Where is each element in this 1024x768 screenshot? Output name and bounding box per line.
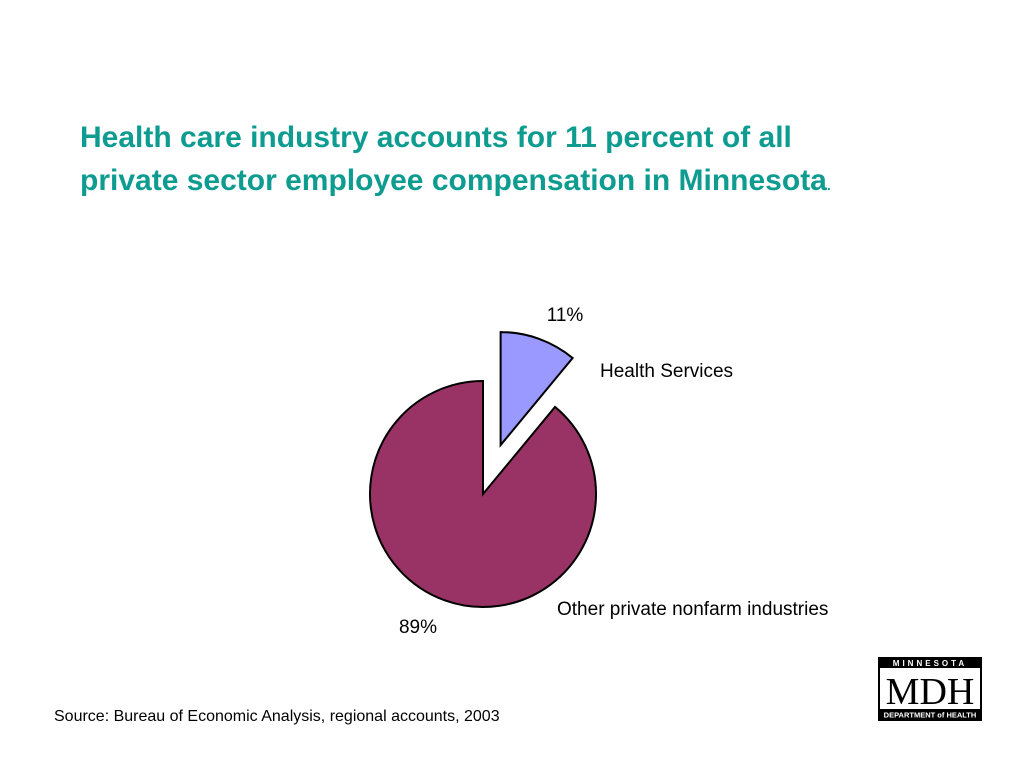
category-label-health-services: Health Services: [600, 361, 733, 382]
title-line-2: private sector employee compensation in …: [80, 159, 980, 207]
logo-bottom-text: DEPARTMENT of HEALTH: [884, 711, 977, 720]
title-line-2-text: private sector employee compensation in …: [80, 164, 827, 197]
pie-slice-health-services: [499, 331, 575, 448]
source-note: Source: Bureau of Economic Analysis, reg…: [54, 708, 500, 725]
title-trailing-period: .: [826, 177, 831, 193]
pie-slice-other-private-nonfarm: [369, 379, 597, 608]
slide-title: Health care industry accounts for 11 per…: [80, 116, 980, 207]
category-label-other-private-nonfarm: Other private nonfarm industries: [557, 599, 828, 620]
value-label-health-services: 11%: [547, 305, 584, 326]
mdh-logo: MINNESOTA MDH DEPARTMENT of HEALTH: [878, 657, 982, 721]
logo-main-text: MDH: [886, 671, 975, 713]
value-label-other-private-nonfarm: 89%: [399, 617, 437, 638]
title-line-1: Health care industry accounts for 11 per…: [80, 121, 792, 154]
logo-top-text: MINNESOTA: [893, 659, 967, 668]
